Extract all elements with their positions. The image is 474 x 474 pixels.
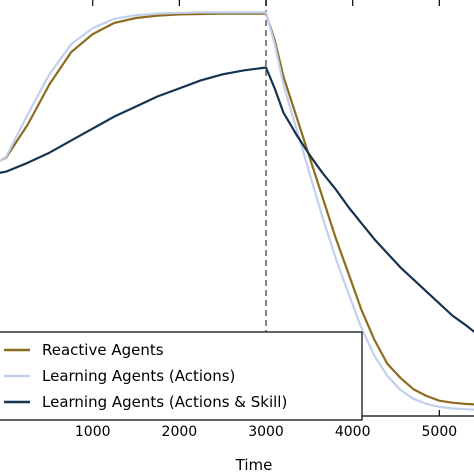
x-tick-label: 5000 [422,424,458,440]
series-line-2 [0,11,474,411]
series-layer [0,11,474,411]
x-tick-label: 1000 [75,424,111,440]
x-tick-label: 4000 [335,424,371,440]
x-axis-label: Time [235,456,273,474]
series-line-3 [0,66,474,333]
legend-box [0,331,363,421]
x-tick-label: 2000 [162,424,198,440]
x-tick-label: 3000 [248,424,284,440]
series-line-1 [0,12,474,406]
legend-label-2: Learning Agents (Actions) [42,367,235,385]
legend: Reactive Agents Learning Agents (Actions)… [0,331,363,421]
legend-label-1: Reactive Agents [42,341,164,359]
legend-label-3: Learning Agents (Actions & Skill) [42,393,287,411]
x-ticks-layer: 1000 2000 3000 4000 5000 [75,0,457,440]
